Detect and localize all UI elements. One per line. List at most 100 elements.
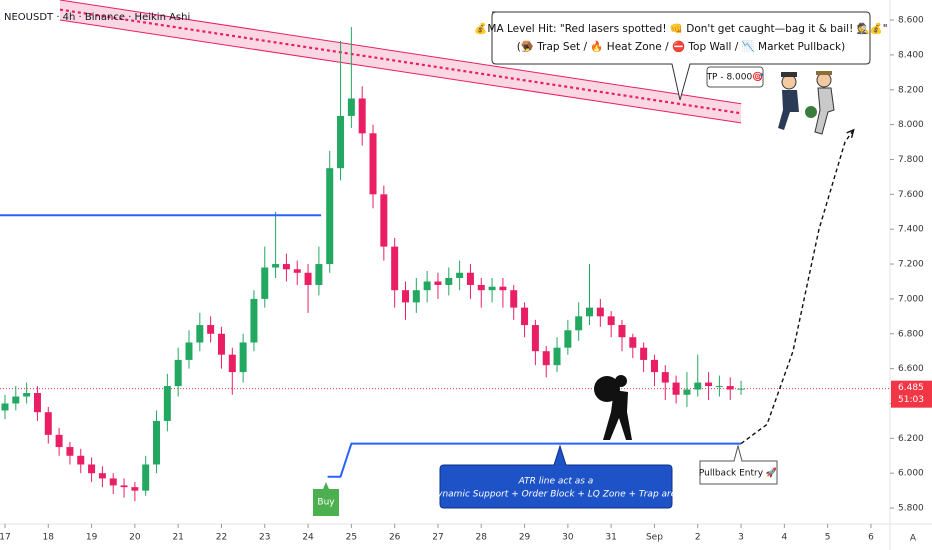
x-tick-label: 4	[781, 533, 787, 543]
x-tick-label: 26	[389, 533, 401, 543]
candle-body	[564, 330, 572, 348]
candle-body	[726, 386, 734, 390]
candle-body	[640, 347, 648, 360]
y-tick-label: 7.000	[898, 294, 924, 304]
chart-title: NEOUSDT · 4h · Binance · Heikin Ashi	[4, 12, 190, 23]
projection-arrowhead	[846, 128, 855, 139]
candle-body	[456, 272, 464, 278]
tp-label: TP - 8.000🎯	[706, 72, 764, 83]
candle-body	[477, 284, 485, 291]
candle-body	[293, 269, 301, 273]
y-tick-label: 6.800	[898, 329, 924, 339]
candle-body	[618, 325, 626, 338]
candle-body	[174, 359, 182, 387]
cop-icons	[778, 71, 835, 135]
x-tick-label: 21	[172, 533, 183, 543]
candle-body	[715, 386, 723, 388]
y-tick-label: 8.600	[898, 16, 924, 26]
candle-body	[661, 372, 669, 383]
candle-body	[380, 194, 388, 247]
x-tick-label: 2	[695, 533, 701, 543]
candle-body	[358, 98, 366, 134]
x-tick-label: 24	[302, 533, 314, 543]
x-tick-label: 23	[259, 533, 270, 543]
x-tick-label: 20	[129, 533, 141, 543]
candle-body	[445, 277, 453, 285]
annotations: NEOUSDT · 4h · Binance · Heikin Ashi 💰MA…	[4, 11, 917, 544]
candle-body	[23, 393, 31, 397]
candle-body	[629, 337, 637, 348]
channel-upper	[59, 0, 742, 105]
y-tick-label: 8.000	[898, 120, 924, 130]
candle-body	[250, 298, 258, 343]
candle-body	[98, 473, 106, 479]
candle-body	[326, 168, 334, 265]
candle-body	[412, 290, 420, 303]
atr-text: ATR line act as a	[518, 477, 594, 487]
x-tick-label: 28	[476, 533, 488, 543]
candle-body	[531, 325, 539, 352]
candle-body	[391, 246, 399, 291]
channel-lower	[59, 19, 742, 124]
x-tick-label: 3	[738, 533, 744, 543]
candle-body	[207, 325, 215, 334]
x-tick-label: 5	[825, 533, 831, 543]
candle-body	[705, 382, 713, 387]
y-tick-label: 6.600	[898, 364, 924, 374]
candle-body	[499, 286, 507, 291]
x-tick-label: 17	[0, 533, 11, 543]
x-tick-label: 22	[216, 533, 227, 543]
y-tick-label: 5.800	[898, 504, 924, 514]
candle-body	[239, 342, 247, 373]
candle-body	[650, 359, 658, 373]
candle-body	[596, 307, 604, 317]
y-tick-label: 6.200	[898, 434, 924, 444]
atr-line	[327, 442, 742, 478]
pullback-box	[699, 444, 778, 485]
buy-label: Buy	[317, 498, 335, 508]
candle-body	[553, 347, 561, 366]
candle-body	[575, 316, 583, 331]
last-price-badge	[891, 380, 932, 408]
candle-body	[434, 281, 442, 285]
candle-body	[261, 267, 269, 299]
candle-body	[542, 351, 550, 366]
candle-body	[55, 434, 63, 448]
candle-body	[282, 264, 290, 270]
x-tick-label: 27	[432, 533, 443, 543]
y-tick-label: 6.000	[898, 469, 924, 479]
y-tick-label: 7.400	[898, 225, 924, 235]
candle-body	[196, 325, 204, 343]
candle-body	[510, 290, 518, 308]
candle-body	[315, 264, 323, 285]
candle-body	[153, 420, 161, 465]
candle-body	[369, 133, 377, 195]
y-tick-label: 7.800	[898, 155, 924, 165]
y-tick-label: 8.400	[898, 50, 924, 60]
candle-body	[109, 478, 117, 486]
candle-body	[142, 464, 150, 491]
candle-body	[44, 412, 52, 435]
candle-body	[12, 396, 20, 404]
candle-body	[217, 333, 225, 355]
axis-mode: A	[910, 534, 917, 544]
candle-body	[33, 393, 41, 413]
candle-body	[131, 487, 139, 491]
atr-text: Dynamic Support + Order Block + LQ Zone …	[430, 490, 682, 500]
x-tick-label: 29	[519, 533, 531, 543]
candle-body	[88, 464, 96, 474]
candle-body	[423, 281, 431, 291]
x-tick-label: Sep	[646, 533, 663, 543]
pullback-label: Pullback Entry 🚀	[699, 467, 777, 479]
x-tick-label: 19	[86, 533, 98, 543]
candle-body	[66, 447, 74, 456]
x-tick-label: 30	[562, 533, 574, 543]
candle-body	[466, 272, 474, 285]
y-tick-label: 7.600	[898, 190, 924, 200]
bubble-line: (🪤 Trap Set / 🔥 Heat Zone / ⛔ Top Wall /…	[517, 40, 845, 53]
last-price-label: 6.485	[898, 383, 924, 393]
countdown-label: 51:03	[898, 395, 924, 405]
buy-label-box	[313, 482, 339, 516]
speech-bubble	[491, 11, 871, 101]
candle-body	[304, 272, 312, 285]
